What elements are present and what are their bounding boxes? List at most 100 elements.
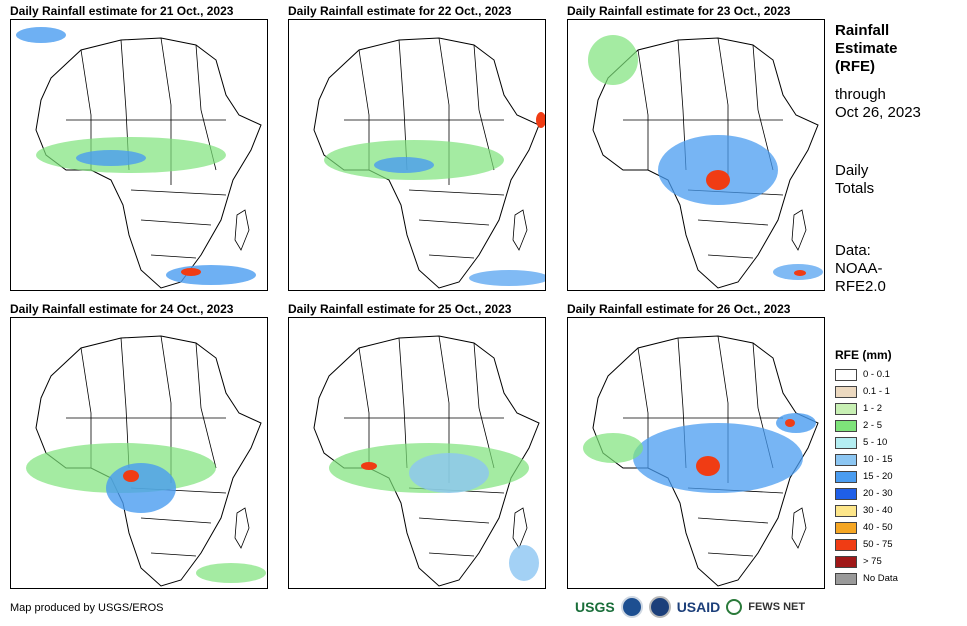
legend-label: 30 - 40 bbox=[863, 505, 893, 516]
legend-item: 30 - 40 bbox=[835, 502, 898, 519]
rainfall-panel-24-oct: Daily Rainfall estimate for 24 Oct., 202… bbox=[10, 302, 268, 589]
legend-item: 50 - 75 bbox=[835, 536, 898, 553]
legend-label: 40 - 50 bbox=[863, 522, 893, 533]
map-svg bbox=[26, 335, 266, 587]
map-svg bbox=[583, 335, 819, 587]
panel-title: Daily Rainfall estimate for 25 Oct., 202… bbox=[288, 302, 512, 316]
rain-area-southern-heavy bbox=[794, 270, 806, 276]
legend-swatch bbox=[835, 470, 857, 483]
legend-swatch bbox=[835, 504, 857, 517]
rain-area-southern bbox=[509, 545, 539, 581]
madagascar-outline bbox=[512, 209, 528, 251]
legend-item: 40 - 50 bbox=[835, 519, 898, 536]
rain-area-north-west bbox=[588, 35, 638, 85]
africa-rainfall-map bbox=[10, 317, 268, 589]
usaid-seal-icon bbox=[648, 596, 671, 618]
through-date: through Oct 26, 2023 bbox=[835, 86, 921, 122]
legend-label: 2 - 5 bbox=[863, 420, 883, 431]
legend-label: > 75 bbox=[863, 556, 882, 567]
africa-rainfall-map bbox=[567, 19, 825, 291]
legend-label: 0.1 - 1 bbox=[863, 386, 890, 397]
rain-area-central-heavy bbox=[696, 456, 720, 476]
rain-area-southern-front bbox=[166, 265, 256, 285]
legend-label: 10 - 15 bbox=[863, 454, 893, 465]
data-source-line1: Data: bbox=[835, 242, 871, 259]
africa-rainfall-map bbox=[567, 317, 825, 589]
africa-rainfall-map bbox=[10, 19, 268, 291]
totals-label: Daily Totals bbox=[835, 162, 874, 198]
legend-swatch bbox=[835, 538, 857, 551]
usgs-logo: USGS bbox=[575, 599, 615, 615]
legend-label: No Data bbox=[863, 573, 898, 584]
rain-area-heavy bbox=[123, 470, 139, 482]
legend-swatch bbox=[835, 385, 857, 398]
panel-title: Daily Rainfall estimate for 26 Oct., 202… bbox=[567, 302, 791, 316]
map-title-line3: (RFE) bbox=[835, 58, 875, 75]
map-title-line2: Estimate bbox=[835, 40, 898, 57]
map-title-line1: Rainfall bbox=[835, 22, 890, 39]
madagascar-outline bbox=[234, 209, 250, 251]
legend-label: 0 - 0.1 bbox=[863, 369, 890, 380]
data-source-line2: NOAA- bbox=[835, 260, 883, 277]
madagascar-outline bbox=[234, 507, 250, 549]
rain-area-heavy bbox=[181, 268, 201, 276]
rain-area-horn-heavy bbox=[785, 419, 795, 427]
rain-area-core bbox=[409, 453, 489, 493]
fews-net-logo: FEWS NET bbox=[748, 601, 806, 613]
panel-title: Daily Rainfall estimate for 24 Oct., 202… bbox=[10, 302, 234, 316]
through-label: through bbox=[835, 86, 886, 103]
totals-line1: Daily bbox=[835, 162, 869, 179]
rain-area-central bbox=[633, 423, 803, 493]
data-source-line3: RFE2.0 bbox=[835, 278, 886, 295]
legend-label: 50 - 75 bbox=[863, 539, 893, 550]
rainfall-panel-21-oct: Daily Rainfall estimate for 21 Oct., 202… bbox=[10, 4, 268, 291]
totals-line2: Totals bbox=[835, 180, 875, 197]
noaa-logo-icon bbox=[620, 596, 643, 618]
legend-item: 5 - 10 bbox=[835, 434, 898, 451]
producer-credit: Map produced by USGS/EROS bbox=[10, 602, 164, 614]
rain-area-southern bbox=[196, 563, 266, 583]
legend-item: 0 - 0.1 bbox=[835, 366, 898, 383]
rain-area-heavy bbox=[361, 462, 377, 470]
legend-label: 1 - 2 bbox=[863, 403, 883, 414]
legend-swatch bbox=[835, 402, 857, 415]
legend-swatch bbox=[835, 368, 857, 381]
partner-logos: USGS USAID FEWS NET bbox=[575, 596, 805, 618]
legend-swatch bbox=[835, 487, 857, 500]
legend-item: No Data bbox=[835, 570, 898, 587]
panel-title: Daily Rainfall estimate for 21 Oct., 202… bbox=[10, 4, 234, 18]
legend-swatch bbox=[835, 436, 857, 449]
legend-item: 20 - 30 bbox=[835, 485, 898, 502]
panel-title: Daily Rainfall estimate for 23 Oct., 202… bbox=[567, 4, 791, 18]
usaid-logo: USAID bbox=[676, 599, 721, 615]
rainfall-panel-25-oct: Daily Rainfall estimate for 25 Oct., 202… bbox=[288, 302, 546, 589]
legend-label: 5 - 10 bbox=[863, 437, 888, 448]
map-svg bbox=[16, 27, 262, 289]
legend-item: 15 - 20 bbox=[835, 468, 898, 485]
legend-label: 15 - 20 bbox=[863, 471, 893, 482]
legend-item: 2 - 5 bbox=[835, 417, 898, 434]
legend-label: 20 - 30 bbox=[863, 488, 893, 499]
legend-swatch bbox=[835, 419, 857, 432]
legend: 0 - 0.1 0.1 - 1 1 - 2 2 - 5 5 - 10 10 - … bbox=[835, 366, 898, 587]
rain-area-horn bbox=[776, 413, 816, 433]
fews-net-icon bbox=[726, 599, 743, 615]
rain-area-west bbox=[583, 433, 643, 463]
legend-swatch bbox=[835, 555, 857, 568]
legend-item: 10 - 15 bbox=[835, 451, 898, 468]
legend-item: 0.1 - 1 bbox=[835, 383, 898, 400]
africa-rainfall-map bbox=[288, 19, 546, 291]
madagascar-outline bbox=[791, 507, 807, 549]
legend-title: RFE (mm) bbox=[835, 348, 892, 362]
map-svg bbox=[588, 35, 823, 289]
legend-swatch bbox=[835, 572, 857, 585]
through-value: Oct 26, 2023 bbox=[835, 104, 921, 121]
rainfall-panel-23-oct: Daily Rainfall estimate for 23 Oct., 202… bbox=[567, 4, 825, 291]
map-svg bbox=[313, 335, 540, 587]
rain-area-core bbox=[76, 150, 146, 166]
rain-area-core bbox=[374, 157, 434, 173]
data-source: Data: NOAA- RFE2.0 bbox=[835, 242, 886, 296]
rainfall-panel-22-oct: Daily Rainfall estimate for 22 Oct., 202… bbox=[288, 4, 546, 291]
map-svg bbox=[313, 37, 545, 289]
rain-area-north bbox=[16, 27, 66, 43]
